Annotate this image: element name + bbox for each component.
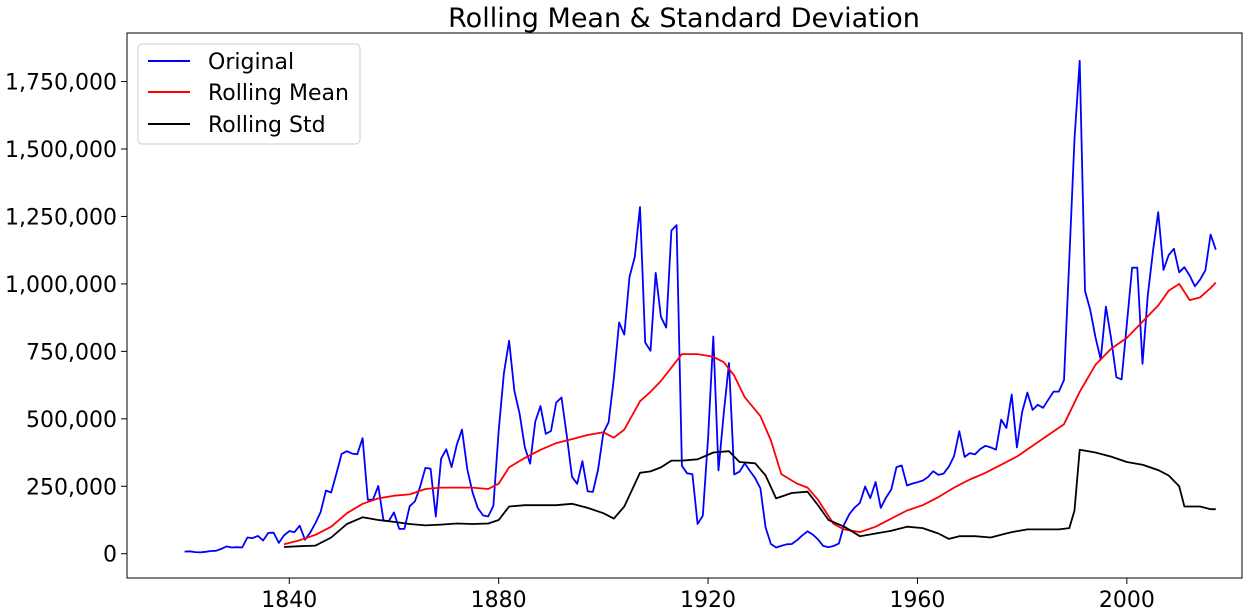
x-tick-label: 2000 bbox=[1099, 588, 1155, 611]
legend: Original Rolling Mean Rolling Std bbox=[137, 43, 361, 145]
y-tick-label: 1,000,000 bbox=[5, 273, 117, 298]
y-tick-label: 750,000 bbox=[26, 340, 117, 365]
plot-frame bbox=[126, 32, 1243, 579]
x-tick-label: 1880 bbox=[471, 588, 527, 611]
series-line-original bbox=[184, 59, 1217, 554]
y-tick-label: 0 bbox=[103, 543, 117, 568]
y-tick-label: 1,750,000 bbox=[5, 71, 117, 96]
legend-label-original: Original bbox=[208, 50, 294, 75]
y-tick-label: 1,500,000 bbox=[5, 138, 117, 163]
series-line-rolling-mean bbox=[283, 281, 1217, 546]
y-tick-label: 500,000 bbox=[26, 408, 117, 433]
chart-title: Rolling Mean & Standard Deviation bbox=[448, 3, 920, 34]
plot-lines bbox=[184, 59, 1217, 554]
x-tick-label: 1840 bbox=[261, 588, 317, 611]
x-tick-label: 1920 bbox=[680, 588, 736, 611]
x-tick-label: 1960 bbox=[889, 588, 945, 611]
legend-box bbox=[137, 43, 361, 145]
legend-label-rolling-std: Rolling Std bbox=[208, 113, 326, 138]
x-axis: 1840 1880 1920 1960 2000 bbox=[261, 578, 1155, 611]
y-tick-label: 250,000 bbox=[26, 475, 117, 500]
legend-label-rolling-mean: Rolling Mean bbox=[208, 81, 349, 106]
y-tick-label: 1,250,000 bbox=[5, 205, 117, 230]
y-axis: 0 250,000 500,000 750,000 1,000,000 1,250,000… bbox=[5, 71, 127, 568]
series-line-rolling-std bbox=[283, 448, 1216, 548]
